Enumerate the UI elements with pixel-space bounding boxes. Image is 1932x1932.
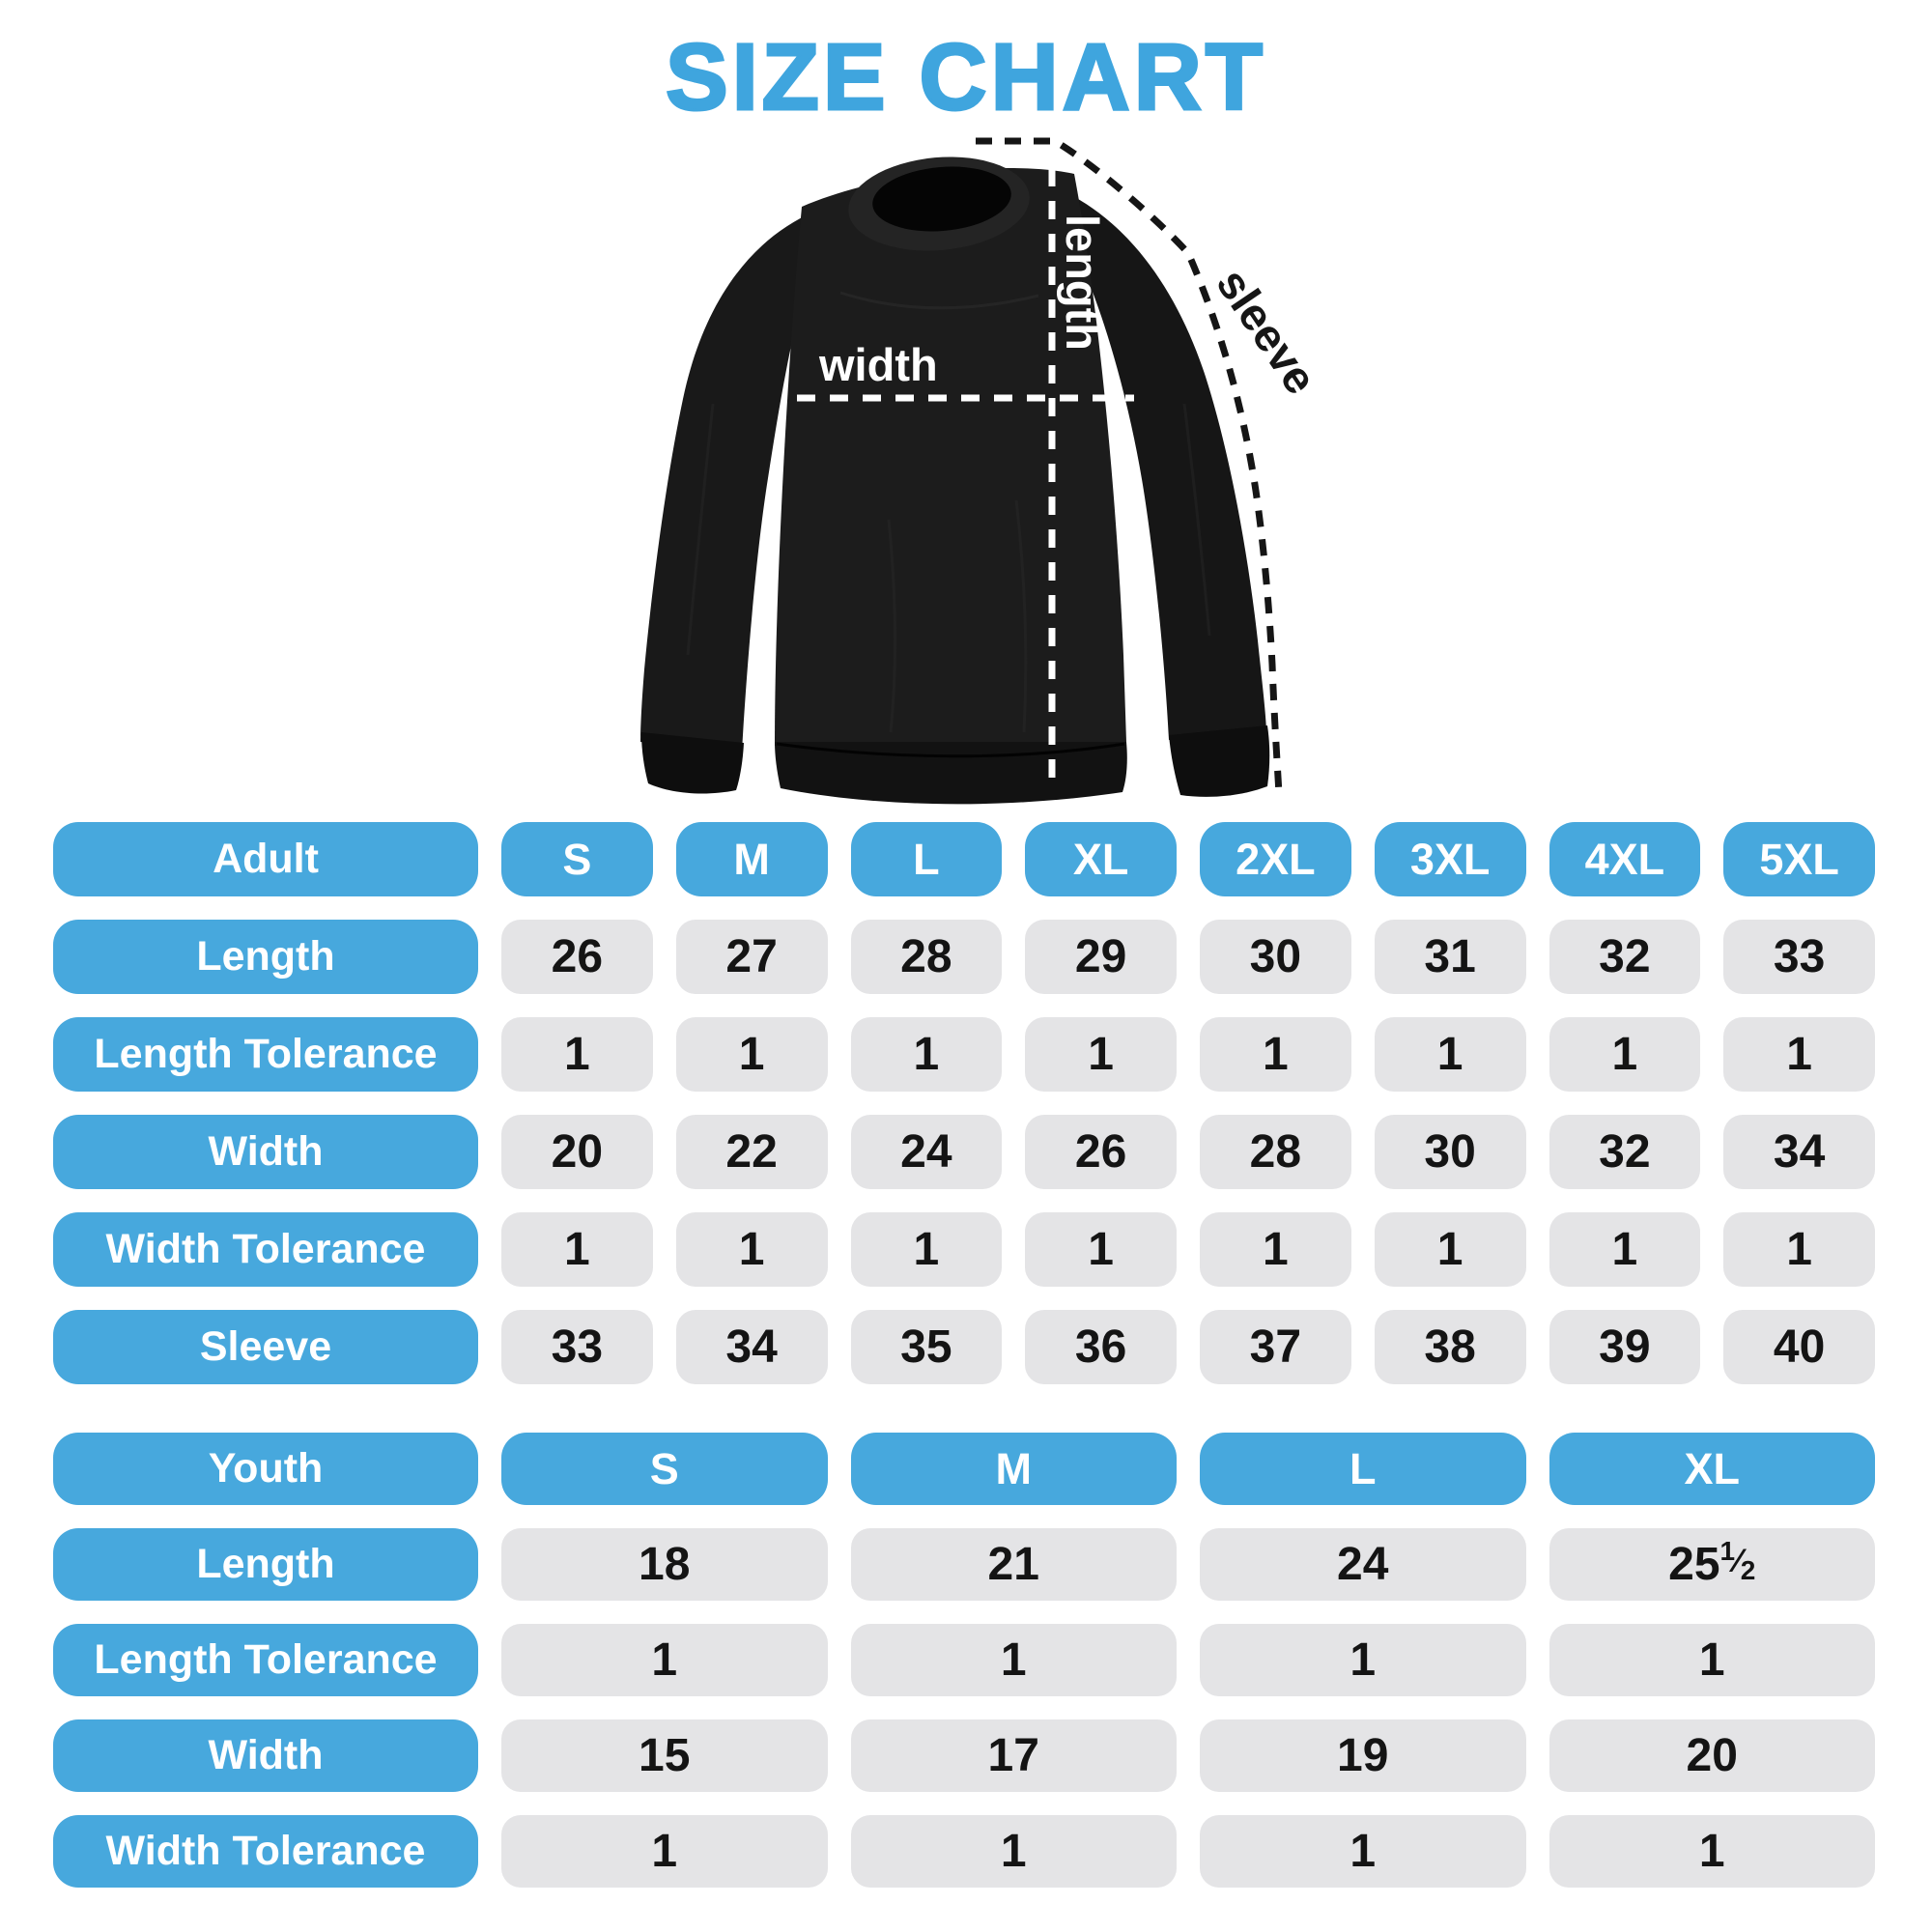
size-cell: 1 — [850, 1624, 1177, 1696]
row-label: Length Tolerance — [53, 1017, 478, 1092]
fraction-base: 25 — [1668, 1538, 1720, 1590]
adult-table-header-label: Adult — [53, 822, 478, 896]
sleeve-label: sleeve — [1208, 259, 1327, 403]
size-cell: 34 — [1723, 1115, 1875, 1189]
youth-size-header-s: S — [501, 1433, 828, 1505]
fraction-slash: ⁄ — [1735, 1542, 1741, 1579]
size-cell: 30 — [1374, 1115, 1526, 1189]
youth-size-header-xl: XL — [1548, 1433, 1875, 1505]
size-cell: 1 — [1548, 1624, 1875, 1696]
youth-size-header-l: L — [1200, 1433, 1526, 1505]
size-cell: 28 — [850, 920, 1003, 994]
row-label: Length — [53, 920, 478, 994]
row-label: Sleeve — [53, 1310, 478, 1384]
size-cell: 37 — [1200, 1310, 1351, 1384]
size-cell: 26 — [501, 920, 653, 994]
size-cell: 1 — [1025, 1212, 1177, 1287]
sweatshirt-icon: width length sleeve — [640, 137, 1327, 805]
size-cell: 1 — [850, 1815, 1177, 1888]
size-cell: 36 — [1025, 1310, 1177, 1384]
size-cell: 26 — [1025, 1115, 1177, 1189]
size-cell: 32 — [1548, 1115, 1701, 1189]
size-cell: 32 — [1548, 920, 1701, 994]
size-cell: 1 — [850, 1212, 1003, 1287]
size-cell: 24 — [850, 1115, 1003, 1189]
size-cell: 1 — [501, 1815, 828, 1888]
length-label: length — [1057, 214, 1108, 351]
size-cell: 1 — [1723, 1212, 1875, 1287]
size-cell: 20 — [1548, 1719, 1875, 1792]
size-cell: 1 — [501, 1212, 653, 1287]
adult-size-header-m: M — [675, 822, 828, 896]
size-cell: 1 — [675, 1212, 828, 1287]
size-cell: 28 — [1200, 1115, 1351, 1189]
size-cell: 1 — [1200, 1017, 1351, 1092]
row-label: Length Tolerance — [53, 1624, 478, 1696]
size-cell: 22 — [675, 1115, 828, 1189]
size-cell: 1 — [1200, 1815, 1526, 1888]
size-cell: 1 — [1374, 1017, 1526, 1092]
size-cell: 33 — [501, 1310, 653, 1384]
size-cell: 33 — [1723, 920, 1875, 994]
size-cell: 18 — [501, 1528, 828, 1601]
size-cell: 31 — [1374, 920, 1526, 994]
fraction-numerator: 1 — [1719, 1535, 1736, 1566]
fraction-denominator: 2 — [1740, 1554, 1756, 1585]
size-cell: 27 — [675, 920, 828, 994]
row-label: Width — [53, 1719, 478, 1792]
size-cell: 34 — [675, 1310, 828, 1384]
size-cell: 15 — [501, 1719, 828, 1792]
size-cell: 1 — [1025, 1017, 1177, 1092]
size-cell: 19 — [1200, 1719, 1526, 1792]
size-cell: 29 — [1025, 920, 1177, 994]
adult-size-header-s: S — [501, 822, 653, 896]
size-cell: 1 — [1723, 1017, 1875, 1092]
size-cell: 21 — [850, 1528, 1177, 1601]
size-cell: 39 — [1548, 1310, 1701, 1384]
adult-size-header-2xl: 2XL — [1200, 822, 1351, 896]
size-cell: 1 — [850, 1017, 1003, 1092]
size-cell: 1 — [1200, 1624, 1526, 1696]
row-label: Length — [53, 1528, 478, 1601]
size-cell: 1 — [1548, 1815, 1875, 1888]
row-label: Width Tolerance — [53, 1815, 478, 1888]
size-cell: 1 — [501, 1017, 653, 1092]
page-title: SIZE CHART — [665, 23, 1266, 131]
size-cell: 1 — [1548, 1017, 1701, 1092]
row-label: Width — [53, 1115, 478, 1189]
adult-size-header-4xl: 4XL — [1548, 822, 1701, 896]
size-cell: 38 — [1374, 1310, 1526, 1384]
sweatshirt-measurement-diagram: width length sleeve — [599, 114, 1333, 848]
sleeve-measure-line — [976, 137, 1283, 795]
adult-size-header-xl: XL — [1025, 822, 1177, 896]
size-cell-fraction: 25 1 ⁄ 2 — [1548, 1528, 1875, 1601]
size-cell: 40 — [1723, 1310, 1875, 1384]
size-cell: 17 — [850, 1719, 1177, 1792]
size-cell: 1 — [501, 1624, 828, 1696]
youth-size-header-m: M — [850, 1433, 1177, 1505]
row-label: Width Tolerance — [53, 1212, 478, 1287]
size-cell: 20 — [501, 1115, 653, 1189]
youth-size-table: Youth S M L XL Length 18 21 24 25 1 ⁄ 2 Len… — [53, 1433, 1875, 1888]
size-cell: 1 — [1200, 1212, 1351, 1287]
size-cell: 1 — [1374, 1212, 1526, 1287]
size-cell: 35 — [850, 1310, 1003, 1384]
size-cell: 24 — [1200, 1528, 1526, 1601]
width-label: width — [818, 339, 938, 390]
adult-size-header-3xl: 3XL — [1374, 822, 1526, 896]
youth-table-header-label: Youth — [53, 1433, 478, 1505]
size-cell: 1 — [675, 1017, 828, 1092]
size-cell: 1 — [1548, 1212, 1701, 1287]
size-cell: 30 — [1200, 920, 1351, 994]
adult-size-table: Adult S M L XL 2XL 3XL 4XL 5XL Length 26… — [53, 822, 1875, 1384]
adult-size-header-5xl: 5XL — [1723, 822, 1875, 896]
adult-size-header-l: L — [850, 822, 1003, 896]
